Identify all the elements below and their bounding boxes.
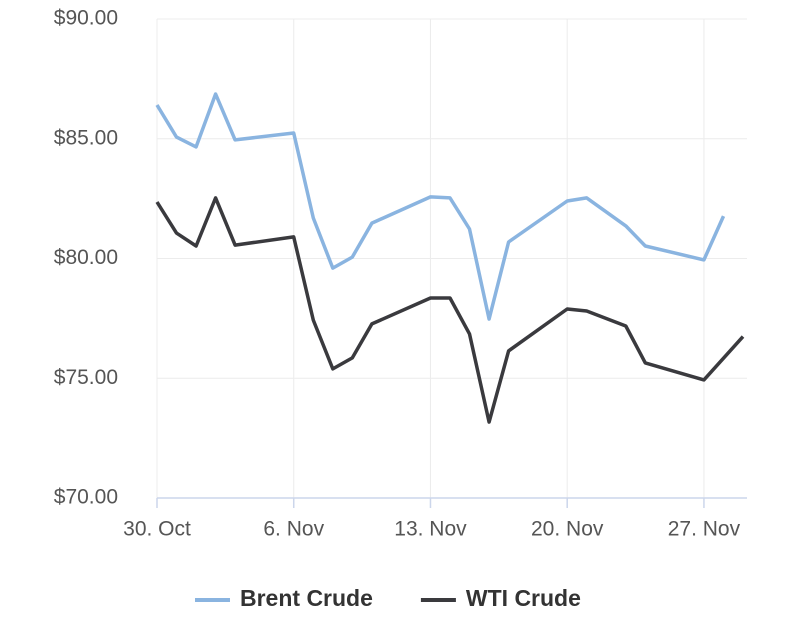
y-tick-label: $70.00 [54, 486, 118, 509]
y-tick-label: $90.00 [54, 7, 118, 30]
series-line [155, 196, 745, 424]
y-tick-label: $85.00 [54, 126, 118, 149]
legend-label[interactable]: Brent Crude [240, 585, 373, 611]
x-tick-label: 27. Nov [668, 518, 741, 541]
x-tick-label: 30. Oct [123, 518, 191, 541]
x-tick-label: 6. Nov [263, 518, 324, 541]
legend-label[interactable]: WTI Crude [466, 585, 581, 611]
x-tick-label: 13. Nov [394, 518, 467, 541]
y-tick-label: $80.00 [54, 246, 118, 269]
x-tick-label: 20. Nov [531, 518, 604, 541]
y-tick-label: $75.00 [54, 366, 118, 389]
series-line [155, 92, 726, 321]
